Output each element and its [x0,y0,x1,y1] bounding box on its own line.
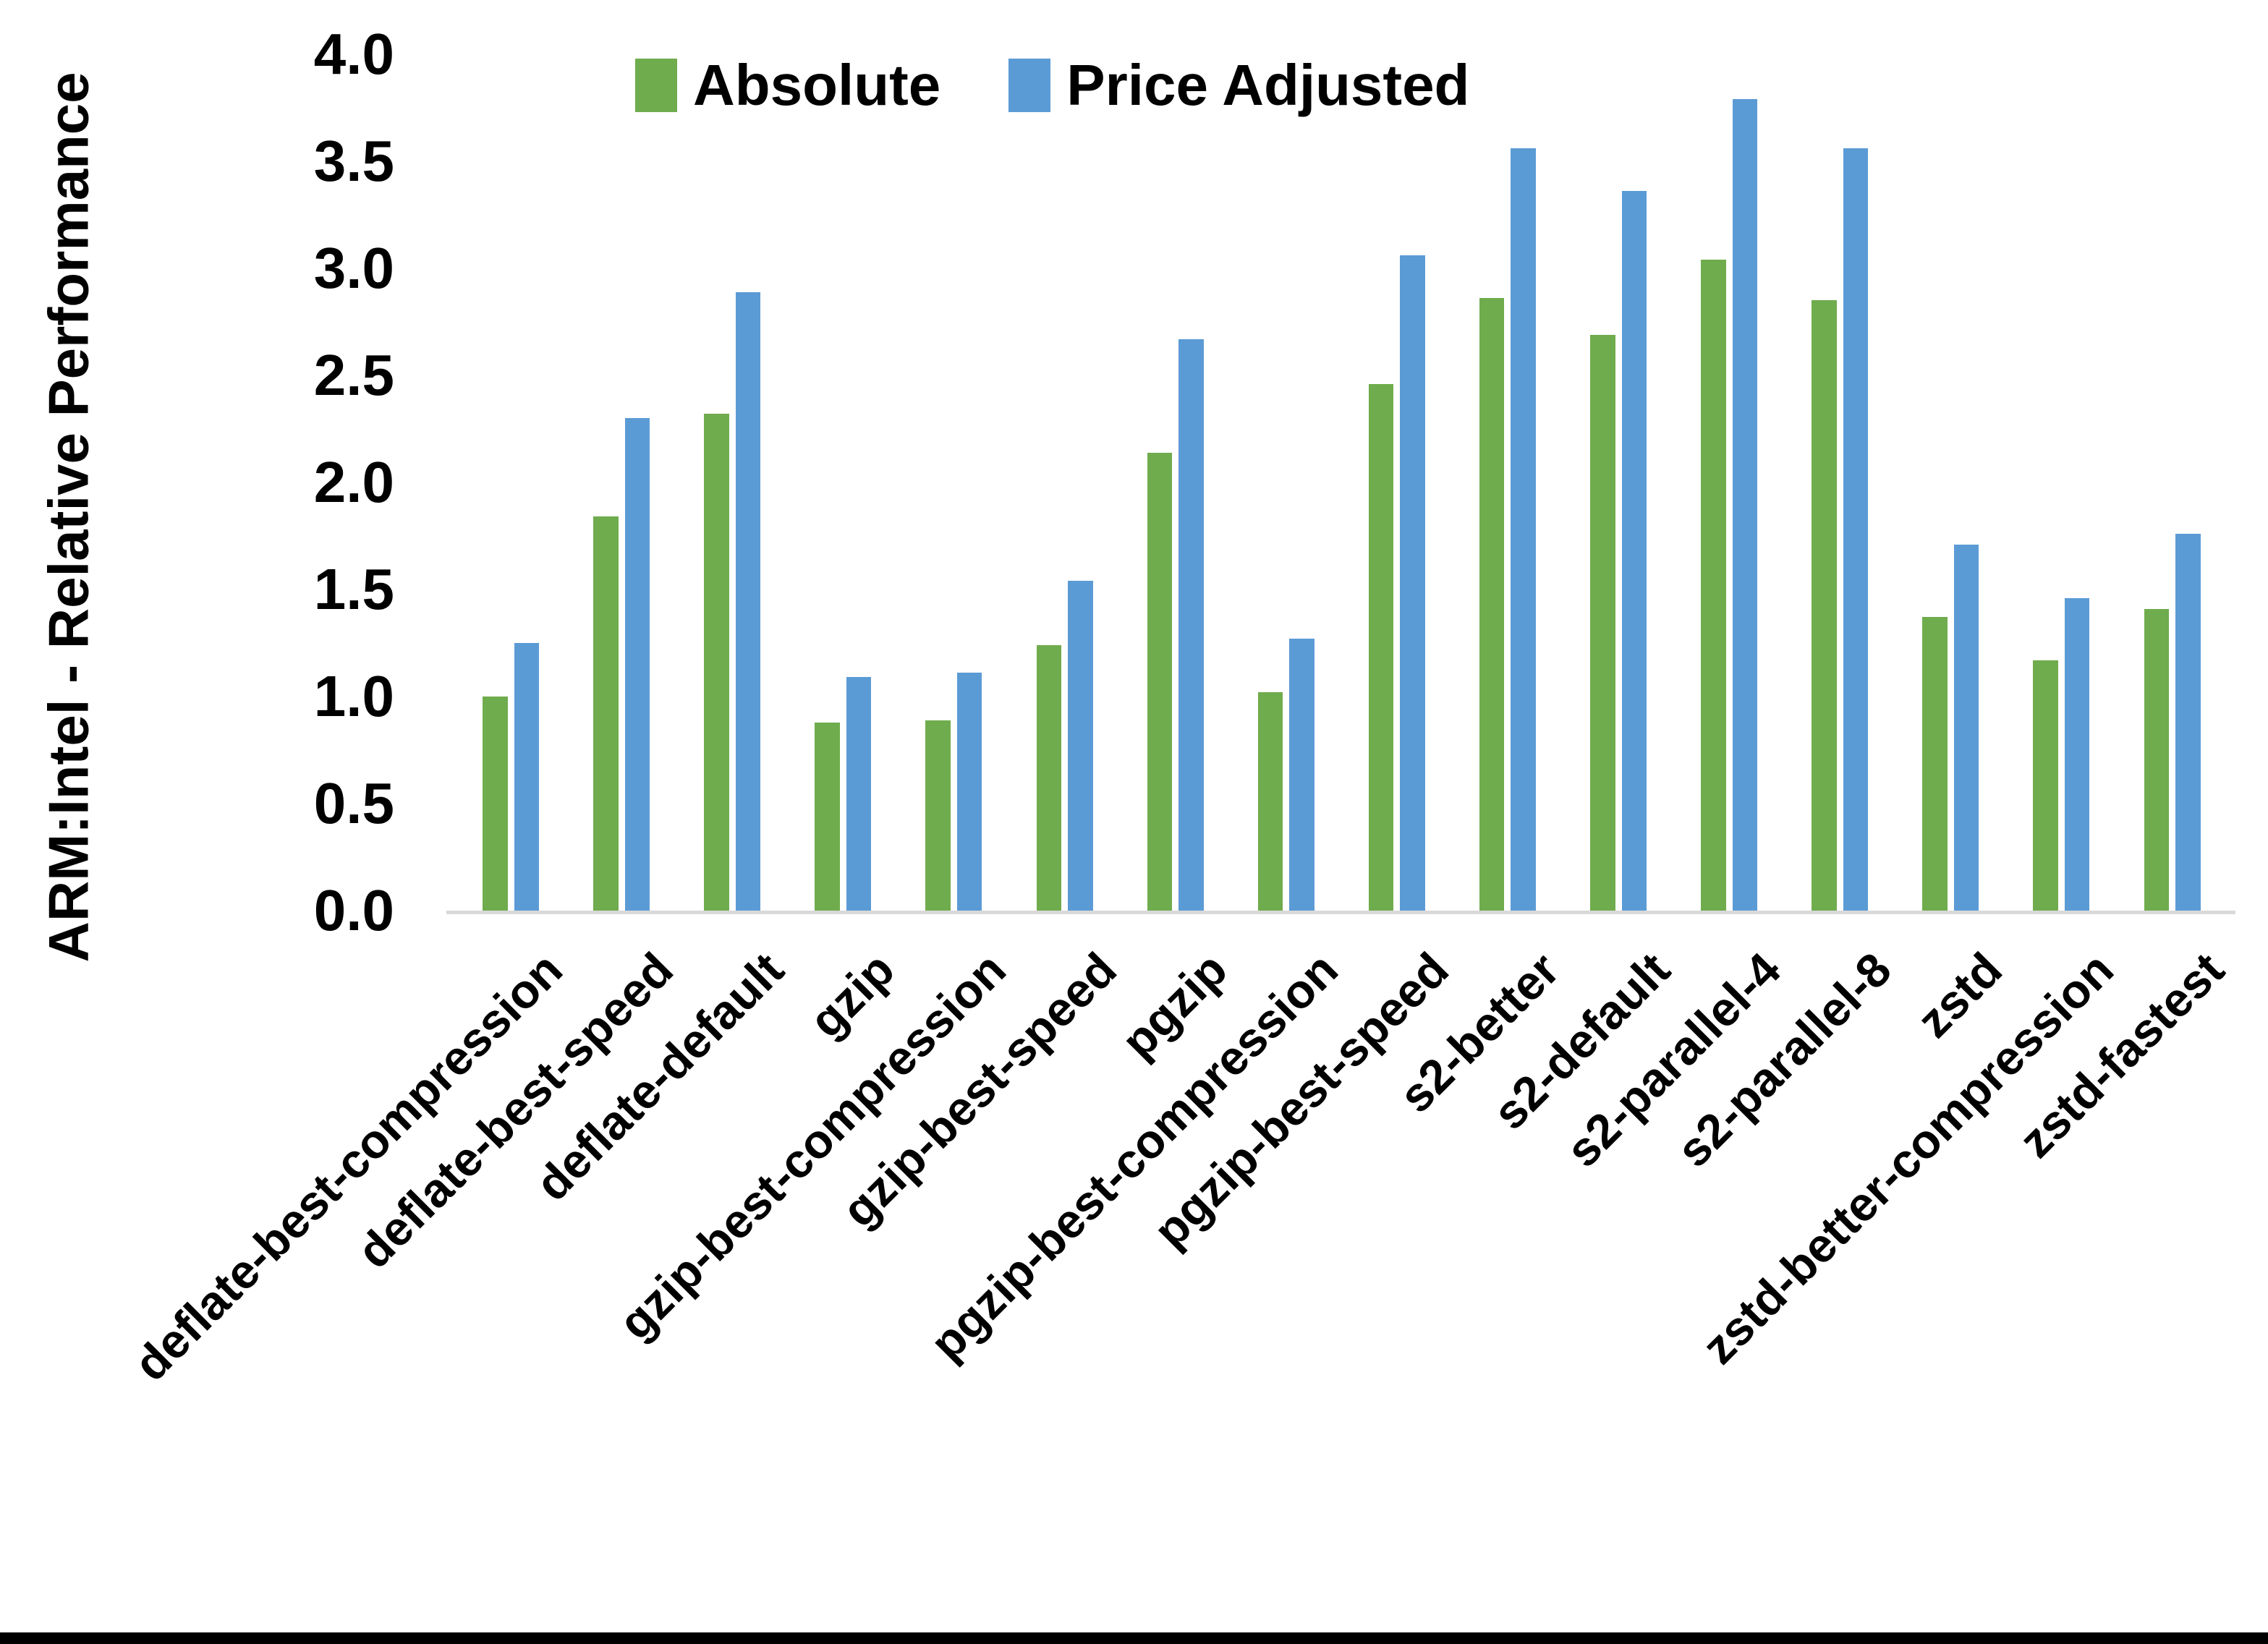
bar-absolute [815,722,840,911]
bar-absolute [1479,298,1505,911]
bar-price-adjusted [846,677,872,911]
bar-absolute [2033,660,2058,911]
bar-price-adjusted [1178,338,1204,911]
legend-swatch-price-adjusted [1008,59,1051,112]
bar-absolute [1036,644,1061,911]
bar-price-adjusted [624,418,650,911]
legend-label-price-adjusted: Price Adjusted [1066,53,1470,117]
bottom-border-line [0,1632,2268,1644]
bar-absolute [704,414,729,911]
legend-label-absolute: Absolute [693,53,941,117]
bar-absolute [1590,334,1615,911]
bar-price-adjusted [1953,544,1979,911]
bar-price-adjusted [1068,581,1093,911]
bar-price-adjusted [1843,148,1869,911]
y-tick-label: 0.0 [313,878,394,942]
legend-swatch-absolute [635,59,677,112]
bar-price-adjusted [1511,148,1536,911]
bar-absolute [925,720,951,911]
bar-price-adjusted [2064,597,2090,911]
y-tick-label: 0.5 [313,771,394,835]
y-tick-label: 3.5 [313,129,394,193]
legend-item-price-adjusted: Price Adjusted [1008,52,1469,119]
bar-price-adjusted [735,291,761,911]
bar-price-adjusted [1732,99,1758,911]
bar-absolute [1147,452,1173,911]
y-tick-label: 1.5 [313,557,394,621]
bar-absolute [593,516,619,911]
bar-absolute [1257,692,1283,911]
chart-legend: Absolute Price Adjusted [635,52,1469,119]
x-tick-label: deflate-best-compression [123,942,573,1391]
bar-absolute [1368,383,1394,911]
legend-item-absolute: Absolute [635,52,940,119]
bar-price-adjusted [2175,534,2201,911]
bar-absolute [1701,260,1726,911]
y-tick-label: 2.0 [313,450,394,514]
bar-absolute [2144,608,2169,911]
bar-price-adjusted [956,673,982,911]
y-tick-label: 1.0 [313,664,394,728]
y-tick-label: 4.0 [313,22,394,86]
bar-absolute [483,697,508,911]
y-tick-label: 2.5 [313,343,394,407]
bar-price-adjusted [1621,191,1647,911]
y-tick-label: 3.0 [313,236,394,300]
bar-price-adjusted [1400,255,1425,911]
bar-absolute [1922,617,1948,911]
bar-price-adjusted [1289,639,1314,911]
x-axis-line [446,911,2235,914]
bar-absolute [1812,300,1837,911]
bar-price-adjusted [514,643,539,911]
